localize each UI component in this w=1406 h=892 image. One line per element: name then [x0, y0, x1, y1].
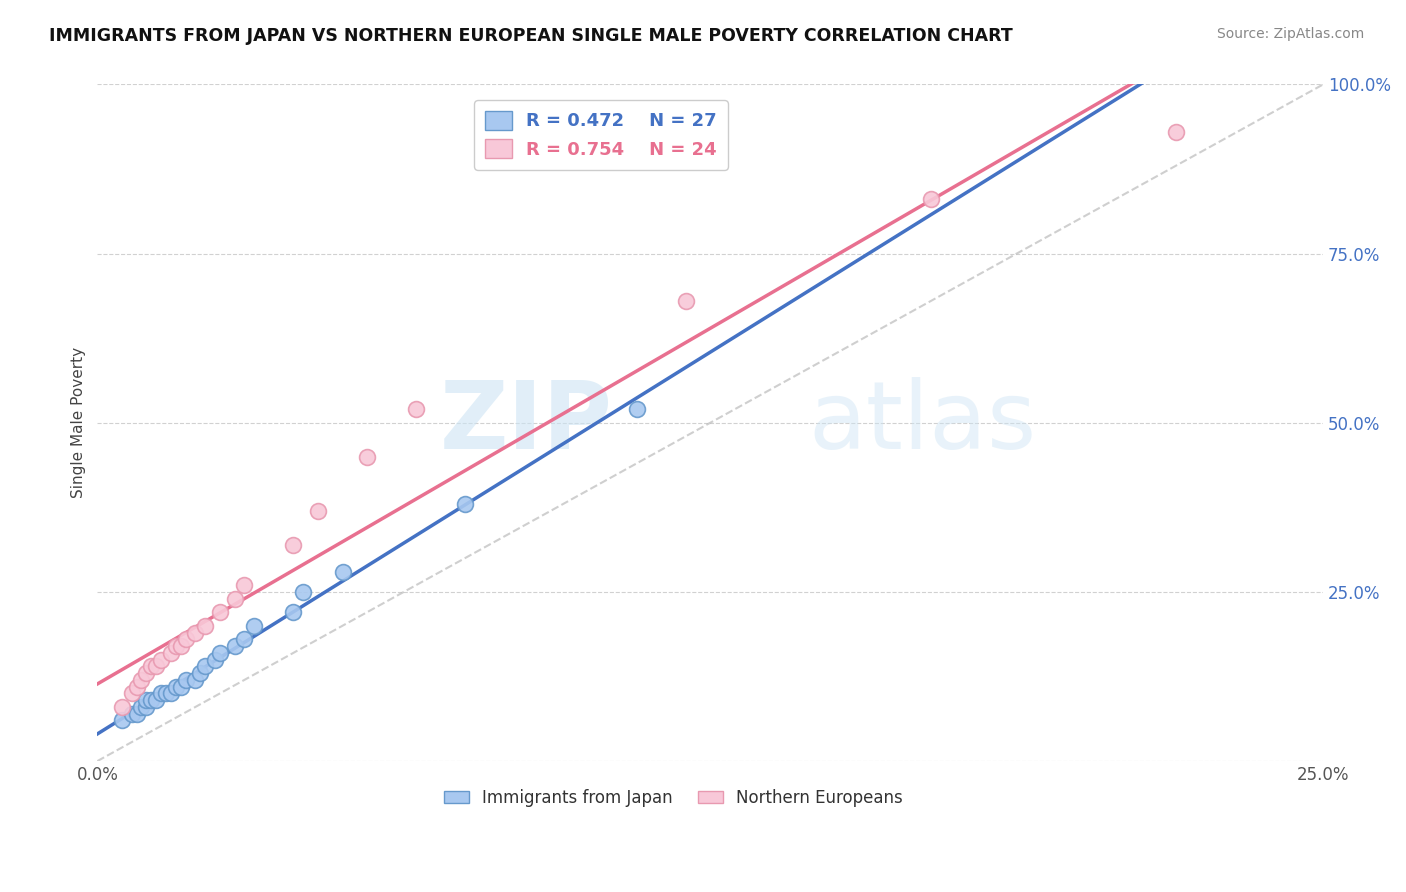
Point: [454, 497, 477, 511]
Point: [131, 700, 153, 714]
Point: [135, 700, 157, 714]
Point: [160, 686, 183, 700]
Point: [145, 659, 167, 673]
Point: [135, 693, 157, 707]
Point: [125, 680, 148, 694]
Point: [626, 402, 648, 417]
Point: [356, 450, 378, 464]
Point: [1164, 125, 1187, 139]
Point: [150, 652, 173, 666]
Text: atlas: atlas: [808, 376, 1036, 469]
Point: [194, 659, 217, 673]
Point: [131, 673, 153, 687]
Point: [141, 693, 163, 707]
Point: [920, 193, 942, 207]
Point: [184, 673, 207, 687]
Point: [283, 605, 305, 619]
Point: [224, 639, 246, 653]
Point: [243, 619, 266, 633]
Point: [204, 652, 226, 666]
Point: [160, 646, 183, 660]
Point: [233, 632, 256, 647]
Point: [145, 693, 167, 707]
Text: IMMIGRANTS FROM JAPAN VS NORTHERN EUROPEAN SINGLE MALE POVERTY CORRELATION CHART: IMMIGRANTS FROM JAPAN VS NORTHERN EUROPE…: [49, 27, 1012, 45]
Text: Source: ZipAtlas.com: Source: ZipAtlas.com: [1216, 27, 1364, 41]
Point: [174, 632, 197, 647]
Point: [675, 293, 697, 308]
Point: [135, 666, 157, 681]
Point: [208, 646, 231, 660]
Point: [332, 565, 354, 579]
Point: [174, 673, 197, 687]
Point: [307, 504, 329, 518]
Point: [125, 706, 148, 721]
Point: [170, 639, 193, 653]
Point: [405, 402, 427, 417]
Point: [150, 686, 173, 700]
Point: [292, 585, 315, 599]
Text: ZIP: ZIP: [439, 376, 612, 469]
Point: [194, 619, 217, 633]
Point: [184, 625, 207, 640]
Point: [233, 578, 256, 592]
Legend: Immigrants from Japan, Northern Europeans: Immigrants from Japan, Northern European…: [437, 782, 910, 814]
Point: [208, 605, 231, 619]
Point: [170, 680, 193, 694]
Point: [283, 537, 305, 551]
Point: [224, 591, 246, 606]
Point: [155, 686, 177, 700]
Point: [165, 639, 187, 653]
Point: [111, 700, 134, 714]
Point: [121, 686, 143, 700]
Y-axis label: Single Male Poverty: Single Male Poverty: [72, 347, 86, 499]
Point: [165, 680, 187, 694]
Point: [111, 714, 134, 728]
Point: [121, 706, 143, 721]
Point: [141, 659, 163, 673]
Point: [188, 666, 211, 681]
